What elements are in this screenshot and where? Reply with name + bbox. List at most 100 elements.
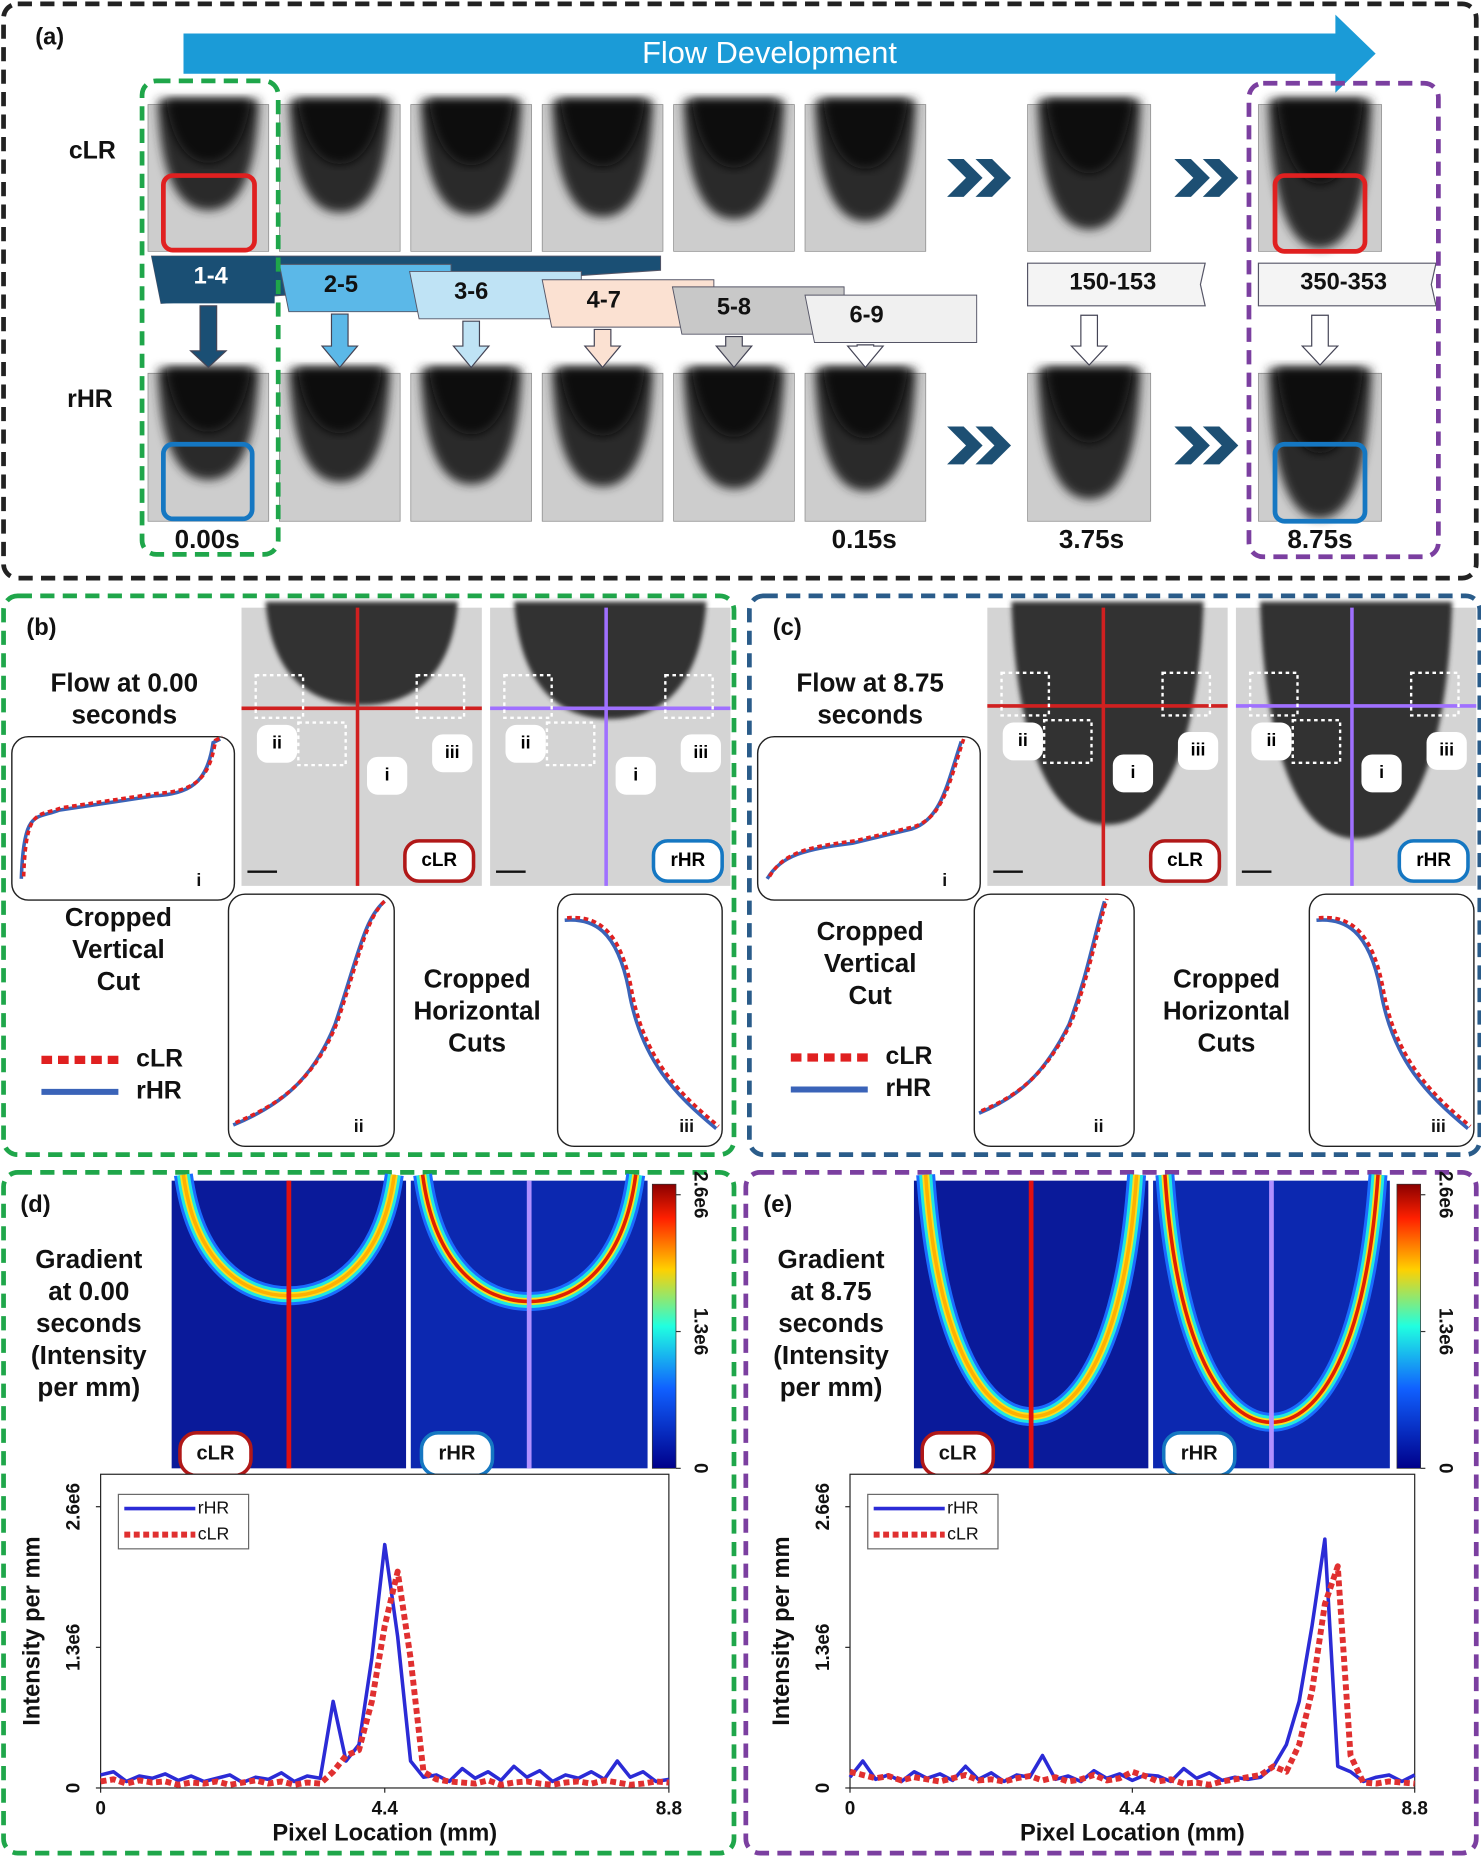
chevron xyxy=(975,426,1012,465)
profile-rhr xyxy=(1316,918,1470,1130)
profile-marker: iii xyxy=(679,1116,694,1136)
gradient-map xyxy=(913,1174,1149,1469)
x-tick-label: 8.8 xyxy=(656,1798,682,1819)
cut-label: Horizontal xyxy=(1163,995,1290,1025)
x-axis-label: Pixel Location (mm) xyxy=(272,1820,497,1846)
image-badge xyxy=(1148,839,1222,883)
chevron xyxy=(1174,158,1210,197)
cut-label: Cropped xyxy=(1173,963,1280,993)
marker-label: iii xyxy=(1191,740,1206,760)
flow-core xyxy=(166,99,251,163)
marker-badge xyxy=(1251,722,1292,761)
series-line xyxy=(849,1563,1415,1788)
panel-title: seconds xyxy=(817,699,923,729)
gradient-map xyxy=(410,1173,648,1469)
panel-frame xyxy=(1,1,1479,581)
panel-title: Flow at 0.00 xyxy=(51,668,199,698)
marker-badge xyxy=(366,756,408,795)
marker-badge xyxy=(1426,731,1467,770)
cut-label: Vertical xyxy=(72,934,165,964)
panel-title: (Intensity xyxy=(773,1340,889,1370)
flow-image xyxy=(279,368,401,522)
marker-badge xyxy=(1002,722,1043,761)
window-label: 150-153 xyxy=(1069,270,1156,296)
profile-box xyxy=(556,893,723,1148)
flow-core xyxy=(428,368,514,435)
flow-core xyxy=(823,368,908,438)
crop-box xyxy=(1248,671,1299,717)
x-tick-label: 0 xyxy=(845,1798,856,1819)
colorbar-tick-label: 1.3e6 xyxy=(1434,1308,1455,1355)
time-label: 8.75s xyxy=(1287,524,1352,554)
legend-label: rHR xyxy=(198,1497,230,1517)
colorbar-tick-label: 0 xyxy=(690,1463,711,1474)
panel-frame xyxy=(1,593,737,1157)
image-badge-label: cLR xyxy=(196,1442,234,1464)
flow-core xyxy=(691,368,777,437)
cut-label: Vertical xyxy=(824,948,917,978)
image-badge xyxy=(651,839,724,883)
chevron xyxy=(1202,426,1239,465)
profile-box xyxy=(11,736,236,901)
legend-label: cLR xyxy=(947,1523,979,1543)
marker-badge xyxy=(256,724,298,763)
image-badge xyxy=(1397,839,1470,883)
marker-badge xyxy=(505,724,546,763)
legend-box xyxy=(117,1493,250,1550)
image-badge-label: rHR xyxy=(1181,1442,1218,1464)
crop-box xyxy=(415,673,466,719)
cut-label: Cut xyxy=(97,966,141,996)
down-arrow xyxy=(583,328,622,369)
legend-box xyxy=(867,1493,999,1550)
panel-label: (e) xyxy=(763,1192,792,1218)
flow-core xyxy=(297,99,383,164)
profile-clr xyxy=(21,735,224,877)
colorbar-tick-label: 2.6e6 xyxy=(1434,1171,1455,1218)
colorbar xyxy=(651,1183,677,1469)
crop-box xyxy=(254,673,305,719)
marker-badge xyxy=(1112,754,1154,793)
legend-label: cLR xyxy=(136,1044,183,1072)
cut-label: Cropped xyxy=(424,963,531,993)
flow-core xyxy=(166,368,251,432)
highlight-box xyxy=(161,173,257,253)
down-arrow xyxy=(189,305,228,369)
panel-title: per mm) xyxy=(37,1372,140,1402)
flow-core xyxy=(1046,99,1133,174)
crop-box xyxy=(1291,718,1342,764)
chevron xyxy=(947,426,983,465)
panel-title: (Intensity xyxy=(31,1340,147,1370)
colorbar-tick-label: 0 xyxy=(1434,1463,1455,1474)
flow-core xyxy=(1046,368,1133,443)
panel-label: (d) xyxy=(20,1192,50,1218)
profile-marker: i xyxy=(942,870,947,890)
flow-core xyxy=(823,99,908,169)
flow-image xyxy=(410,99,532,252)
profile-marker: ii xyxy=(1094,1116,1104,1136)
series-line xyxy=(848,1537,1416,1784)
profile-marker: ii xyxy=(354,1116,364,1136)
marker-badge xyxy=(680,734,721,773)
image-badge-label: rHR xyxy=(1416,850,1451,871)
x-axis-label: Pixel Location (mm) xyxy=(1020,1820,1245,1846)
profile-marker: i xyxy=(196,870,201,890)
flow-image xyxy=(279,99,401,252)
gradient-map xyxy=(171,1173,407,1469)
panel-frame xyxy=(743,1170,1479,1856)
flow-image xyxy=(673,99,795,252)
colorbar-tick-label: 2.6e6 xyxy=(690,1171,711,1218)
profile-marker: iii xyxy=(1431,1116,1446,1136)
image-badge-label: rHR xyxy=(670,850,705,871)
panel-title: seconds xyxy=(71,699,177,729)
chevron xyxy=(1174,426,1210,465)
flow-image xyxy=(541,368,664,522)
marker-label: i xyxy=(385,764,390,784)
flow-arrow xyxy=(183,14,1376,93)
crop-box xyxy=(1042,718,1093,764)
cut-label: Cuts xyxy=(1198,1027,1256,1057)
window-tab xyxy=(151,256,275,304)
cut-label: Cuts xyxy=(448,1027,506,1057)
